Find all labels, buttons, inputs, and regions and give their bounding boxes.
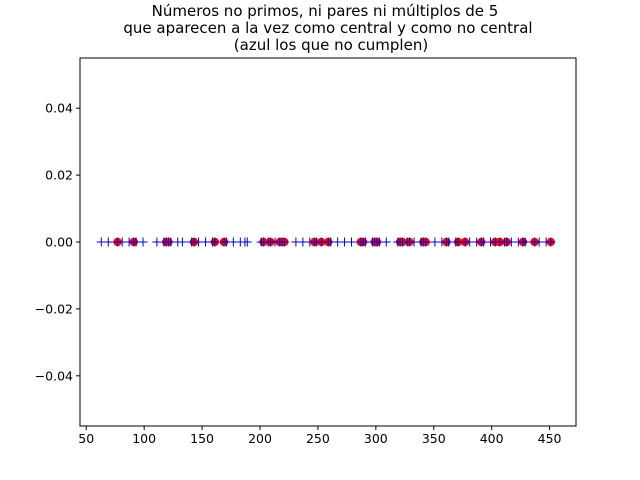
x-tick-label: 50 [78,431,94,446]
y-tick-label: 0.04 [45,101,73,116]
plot-area: 50 100 150 200 250 300 350 400 450 −0.04 −0.02 0.00… [35,57,577,446]
x-tick-label: 400 [480,431,504,446]
x-tick-label: 100 [132,431,156,446]
point-plus-blue [347,237,357,247]
y-tick-label: −0.02 [35,301,73,316]
chart-title-line-2: que aparecen a la vez como central y com… [123,19,532,37]
point-plus-blue [103,237,113,247]
x-tick-label: 200 [248,431,272,446]
point-plus-blue [138,237,148,247]
x-tick-label: 450 [538,431,562,446]
point-plus-blue [520,237,530,247]
chart-title-line-1: Números no primos, ni pares ni múltiplos… [152,2,499,20]
point-plus-blue [546,237,556,247]
point-plus-blue [242,237,252,247]
chart-title-line-3: (azul los que no cumplen) [234,36,428,54]
point-plus-blue [381,237,391,247]
point-plus-blue [177,237,187,247]
y-tick-label: 0.02 [45,168,73,183]
y-tick-label: −0.04 [35,368,73,383]
point-plus-blue [421,237,431,247]
x-tick-label: 150 [190,431,214,446]
chart-title: Números no primos, ni pares ni múltiplos… [123,2,532,54]
y-tick-label: 0.00 [45,235,73,250]
x-tick-label: 250 [306,431,330,446]
x-tick-label: 350 [422,431,446,446]
x-tick-label: 300 [364,431,388,446]
point-plus-blue [279,237,289,247]
point-plus-blue [210,237,220,247]
